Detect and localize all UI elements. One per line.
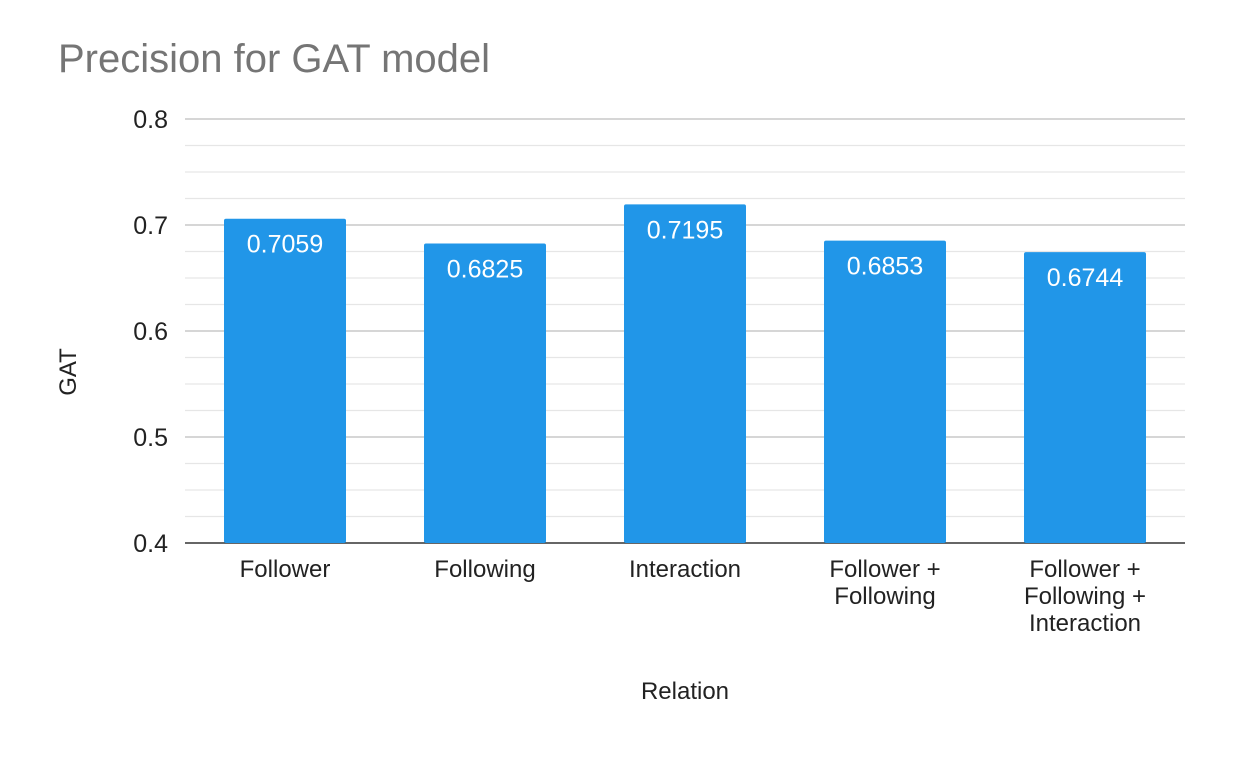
x-category-labels: Follower Following Interaction Follower + Fo… [240,556,1146,637]
y-tick-label: 0.5 [133,424,168,452]
x-tick-label-line: Follower + [829,556,940,583]
x-tick-label-line: Following [434,556,535,583]
x-tick-label-line: Interaction [1029,610,1141,637]
x-axis-title: Relation [641,678,729,705]
bar-2 [424,243,546,544]
y-axis-title: GAT [55,348,82,396]
x-tick-label-line: Follower + [1029,556,1140,583]
x-tick-label-5: Follower + Following + Interaction [1024,556,1146,637]
x-tick-label-3: Interaction [629,556,741,583]
bar-3 [624,204,746,543]
x-tick-label-line: Following + [1024,583,1146,610]
x-tick-label-line: Following [834,583,935,610]
bar-1 [224,218,346,543]
y-tick-label: 0.7 [133,212,168,240]
y-tick-label: 0.6 [133,318,168,346]
x-tick-label-1: Follower [240,556,331,583]
y-tick-label: 0.4 [133,530,168,558]
data-label-3: 0.7195 [647,216,723,244]
data-label-2: 0.6825 [447,256,523,284]
y-tick-labels: 0.4 0.5 0.6 0.7 0.8 [133,106,168,558]
data-label-4: 0.6853 [847,253,923,281]
chart-title: Precision for GAT model [58,37,490,81]
x-tick-label-line: Interaction [629,556,741,583]
bar-5 [1024,252,1146,544]
x-tick-label-line: Follower [240,556,331,583]
bars [224,204,1146,544]
x-tick-label-2: Following [434,556,535,583]
data-label-5: 0.6744 [1047,264,1124,292]
y-tick-label: 0.8 [133,106,168,134]
bar-4 [824,240,946,543]
data-labels: 0.7059 0.6825 0.7195 0.6853 0.6744 [247,216,1124,292]
x-tick-label-4: Follower + Following [829,556,940,610]
data-label-1: 0.7059 [247,231,323,259]
